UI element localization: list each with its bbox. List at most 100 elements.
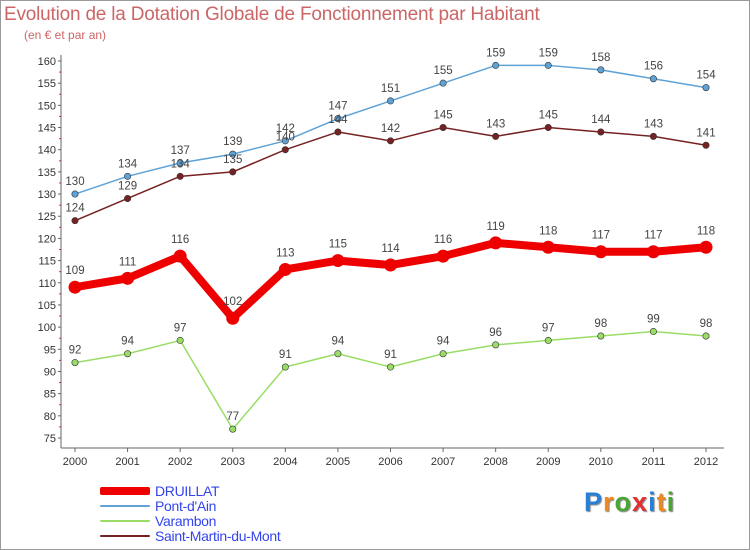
data-label: 141 xyxy=(696,127,715,139)
data-point xyxy=(176,159,184,167)
data-point xyxy=(176,172,184,180)
data-label: 97 xyxy=(542,322,555,334)
data-label: 113 xyxy=(276,247,294,259)
data-point xyxy=(386,363,394,371)
x-tick-label: 2011 xyxy=(642,456,666,468)
y-tick-label: 115 xyxy=(38,256,56,268)
data-label: 114 xyxy=(381,243,400,255)
data-label: 135 xyxy=(223,154,242,166)
data-point xyxy=(281,363,289,371)
data-label: 137 xyxy=(171,145,190,157)
y-tick-label: 145 xyxy=(38,123,56,135)
x-tick-label: 2008 xyxy=(483,456,507,468)
data-label: 116 xyxy=(171,234,189,246)
legend-label: Pont-d'Ain xyxy=(155,498,217,514)
y-tick-label: 130 xyxy=(38,189,56,201)
data-label: 134 xyxy=(171,158,191,170)
y-tick-label: 85 xyxy=(44,389,56,401)
data-label: 124 xyxy=(65,203,85,215)
data-point xyxy=(334,128,342,136)
data-label: 115 xyxy=(329,239,347,251)
x-tick-label: 2000 xyxy=(63,456,87,468)
data-point xyxy=(436,249,450,263)
y-tick-label: 135 xyxy=(38,167,56,179)
data-label: 140 xyxy=(276,132,295,144)
data-label: 92 xyxy=(69,345,82,357)
data-label: 143 xyxy=(644,118,663,130)
data-point xyxy=(386,97,394,105)
data-point xyxy=(492,132,500,140)
data-label: 97 xyxy=(174,322,187,334)
data-label: 144 xyxy=(591,114,611,126)
y-tick-label: 90 xyxy=(44,366,56,378)
data-point xyxy=(229,150,237,158)
y-tick-label: 120 xyxy=(38,233,56,245)
data-point xyxy=(226,311,240,325)
data-label: 159 xyxy=(539,47,558,59)
data-point xyxy=(646,245,660,259)
data-point xyxy=(278,262,292,276)
data-label: 151 xyxy=(381,83,400,95)
y-tick-label: 160 xyxy=(38,56,56,68)
data-point xyxy=(173,249,187,263)
data-label: 119 xyxy=(486,221,504,233)
data-point xyxy=(176,336,184,344)
legend-item: DRUILLAT xyxy=(100,483,220,499)
data-point xyxy=(71,190,79,198)
x-tick-label: 2002 xyxy=(168,456,192,468)
y-tick-label: 100 xyxy=(38,322,56,334)
proxiti-logo: Proxiti xyxy=(584,487,675,518)
data-label: 94 xyxy=(332,336,345,348)
data-point xyxy=(334,115,342,123)
data-point xyxy=(649,132,657,140)
data-point xyxy=(71,217,79,225)
y-tick-label: 75 xyxy=(44,433,56,445)
x-tick-label: 2007 xyxy=(431,456,455,468)
data-label: 145 xyxy=(539,110,558,122)
data-label: 94 xyxy=(121,336,134,348)
data-label: 117 xyxy=(592,230,610,242)
data-label: 94 xyxy=(437,336,450,348)
y-tick-label: 95 xyxy=(44,344,56,356)
data-point xyxy=(229,425,237,433)
data-point xyxy=(439,79,447,87)
legend-label: Varambon xyxy=(155,513,217,529)
data-label: 142 xyxy=(381,123,400,135)
legend-label: Saint-Martin-du-Mont xyxy=(155,528,281,544)
data-label: 98 xyxy=(594,318,607,330)
logo-letter: t xyxy=(656,487,667,517)
data-label: 91 xyxy=(384,349,397,361)
chart-axes: 75 80 85 90 95 100 105 110 115 120 125 130 135 140 145… xyxy=(38,55,724,468)
logo-letter: P xyxy=(584,487,604,517)
x-tick-label: 2006 xyxy=(378,456,402,468)
data-label: 155 xyxy=(433,65,452,77)
legend-item: Saint-Martin-du-Mont xyxy=(100,528,281,544)
data-label: 145 xyxy=(433,110,452,122)
data-point xyxy=(597,128,605,136)
y-tick-label: 110 xyxy=(38,278,56,290)
data-point xyxy=(492,341,500,349)
chart-title: Evolution de la Dotation Globale de Fonc… xyxy=(4,4,540,25)
data-label: 118 xyxy=(539,225,557,237)
y-tick-label: 105 xyxy=(38,300,56,312)
data-label: 129 xyxy=(118,180,137,192)
data-label: 109 xyxy=(65,265,84,277)
data-label: 130 xyxy=(65,176,84,188)
data-point xyxy=(699,240,713,254)
data-label: 98 xyxy=(700,318,713,330)
data-point xyxy=(544,336,552,344)
data-point xyxy=(124,350,132,358)
data-label: 147 xyxy=(328,101,347,113)
data-point xyxy=(597,66,605,74)
data-label: 102 xyxy=(223,296,242,308)
data-point xyxy=(702,84,710,92)
data-point xyxy=(384,258,397,272)
data-point xyxy=(281,146,289,154)
y-tick-label: 150 xyxy=(38,100,56,112)
y-tick-label: 155 xyxy=(38,78,56,90)
data-label: 158 xyxy=(591,52,610,64)
data-label: 143 xyxy=(486,118,505,130)
logo-letter: o xyxy=(614,487,633,517)
data-point xyxy=(71,359,79,367)
